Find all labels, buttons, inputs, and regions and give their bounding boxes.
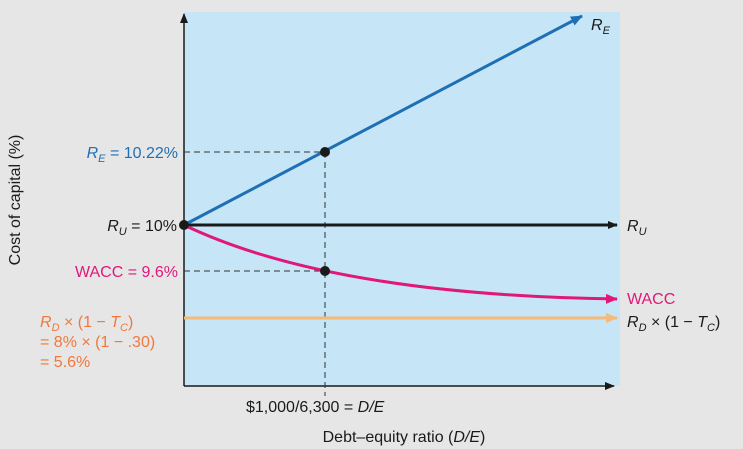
ru-intercept-point [179, 220, 189, 230]
re-point [320, 147, 330, 157]
rd-value-line2: = 8% × (1 − .30) [40, 334, 155, 351]
wacc-value-label: WACC = 9.6% [75, 264, 178, 281]
ru-value-label: RU = 10% [107, 218, 177, 238]
ru-end-label: RU [627, 218, 647, 238]
wacc-point [320, 266, 330, 276]
rd-value-line1: RD × (1 − TC) [40, 314, 133, 334]
re-value-label: RE = 10.22% [87, 145, 178, 165]
x-axis-label: Debt–equity ratio (D/E) [323, 429, 486, 446]
wacc-curve [183, 223, 618, 304]
re-line [183, 14, 583, 227]
rd-end-label: RD × (1 − TC) [627, 314, 720, 334]
wacc-end-label: WACC [627, 291, 675, 308]
y-axis-label: Cost of capital (%) [7, 135, 24, 266]
plot-area [184, 12, 620, 386]
x-point-label: $1,000/6,300 = D/E [246, 399, 385, 416]
rd-value-line3: = 5.6% [40, 354, 90, 371]
re-end-label: RE [591, 17, 611, 37]
